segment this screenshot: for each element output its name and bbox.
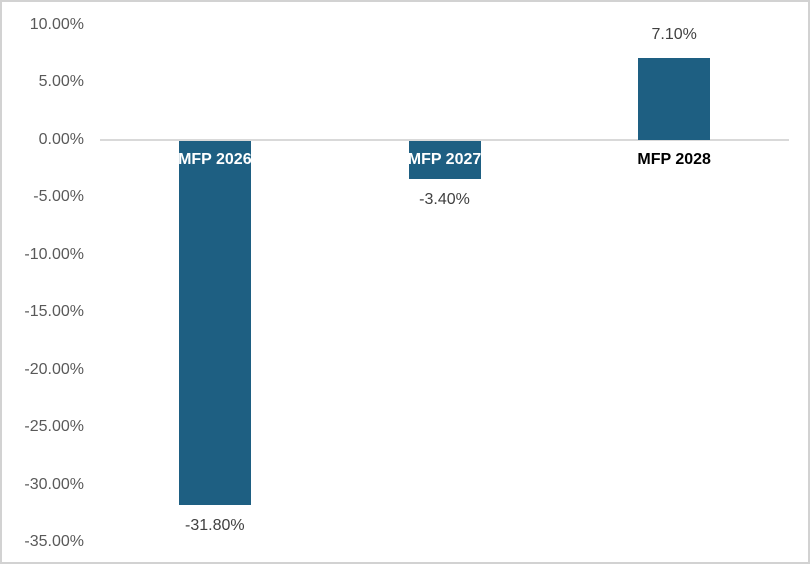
- data-label-mfp-2027: -3.40%: [419, 190, 470, 208]
- category-label-mfp-2028: MFP 2028: [637, 150, 711, 168]
- y-axis-tick-label: -5.00%: [33, 188, 84, 206]
- y-axis-tick-label: 10.00%: [29, 16, 84, 33]
- x-axis-line: [100, 138, 789, 141]
- y-axis-tick-label: -10.00%: [24, 245, 84, 263]
- y-axis-tick-label: 0.00%: [38, 130, 84, 148]
- data-label-mfp-2028: 7.10%: [651, 26, 697, 44]
- y-axis-tick-label: -30.00%: [24, 475, 84, 493]
- y-axis-tick-label: -35.00%: [24, 533, 84, 550]
- y-axis-tick-label: -15.00%: [24, 303, 84, 321]
- category-label-mfp-2026: MFP 2026: [178, 150, 252, 168]
- y-axis-tick-label: 5.00%: [38, 73, 84, 91]
- category-label-mfp-2027: MFP 2027: [407, 150, 482, 168]
- bar-mfp-2027: [408, 140, 481, 179]
- y-axis-tick-label: -25.00%: [24, 418, 84, 436]
- data-label-mfp-2026: -31.80%: [185, 517, 245, 535]
- bar-mfp-2028: [638, 58, 711, 140]
- y-axis-tick-label: -20.00%: [24, 360, 84, 378]
- bar-mfp-2026: [178, 140, 251, 506]
